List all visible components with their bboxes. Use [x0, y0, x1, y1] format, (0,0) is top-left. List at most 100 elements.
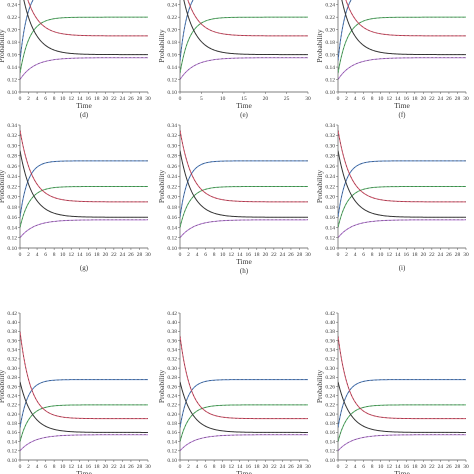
- series-line-green: [180, 16, 308, 74]
- y-tick-label: 0.24: [167, 3, 177, 9]
- x-tick-label: 0: [179, 96, 182, 102]
- y-tick-label: 0.40: [167, 320, 177, 326]
- x-tick-label: 14: [77, 252, 83, 258]
- series-line-green: [338, 186, 466, 228]
- x-tick-label: 0: [179, 252, 182, 258]
- x-tick-label: 8: [371, 96, 374, 102]
- series-line-green: [20, 186, 148, 228]
- x-tick-label: 10: [378, 252, 384, 258]
- series-line-red: [180, 335, 308, 420]
- y-tick-label: 0.40: [325, 320, 335, 326]
- x-tick-label: 6: [362, 252, 365, 258]
- x-tick-label: 4: [36, 252, 39, 258]
- x-tick-label: 10: [60, 96, 66, 102]
- x-tick-label: 30: [145, 464, 151, 470]
- series-line-purple: [20, 434, 148, 452]
- series-dashes-purple: [20, 57, 148, 80]
- series-dashes-green: [20, 186, 148, 228]
- y-tick-label: 0.14: [325, 65, 335, 71]
- series-dashes-black: [338, 150, 466, 218]
- x-tick-label: 30: [463, 252, 469, 258]
- x-axis-label: Time: [394, 101, 410, 110]
- y-tick-label: 0.14: [325, 225, 335, 231]
- y-tick-label: 0.28: [167, 375, 177, 381]
- y-tick-label: 0.42: [7, 311, 17, 317]
- chart-panel: 0.10 0.12 0.14 0.16 0.18 0.20 0.22 0.24 0.26 0.28…: [157, 123, 311, 275]
- y-tick-label: 0.34: [7, 348, 17, 354]
- x-tick-label: 16: [404, 464, 410, 470]
- plot-area: [180, 0, 308, 80]
- series-line-green: [180, 404, 308, 442]
- x-tick-label: 30: [305, 252, 311, 258]
- y-tick-label: 0.26: [167, 384, 177, 390]
- y-tick-label: 0.26: [167, 164, 177, 170]
- x-tick-label: 28: [455, 464, 461, 470]
- series-line-blue: [338, 379, 466, 428]
- y-tick-label: 0.22: [167, 184, 177, 190]
- y-tick-label: 0.24: [7, 3, 17, 9]
- x-tick-label: 8: [371, 252, 374, 258]
- x-tick-label: 15: [241, 96, 247, 102]
- series-dashes-black: [20, 381, 148, 433]
- x-tick-label: 4: [196, 464, 199, 470]
- x-tick-label: 24: [280, 252, 286, 258]
- series-dashes-green: [180, 404, 308, 442]
- y-tick-label: 0.22: [167, 15, 177, 21]
- y-tick-label: 0.32: [167, 133, 177, 139]
- panel-caption: (e): [240, 111, 248, 119]
- x-tick-label: 20: [421, 464, 427, 470]
- y-tick-label: 0.36: [7, 338, 17, 344]
- x-tick-label: 18: [254, 464, 260, 470]
- x-tick-label: 26: [446, 252, 452, 258]
- x-tick-label: 8: [213, 252, 216, 258]
- series-dashes-blue: [338, 379, 466, 428]
- series-dashes-red: [338, 335, 466, 419]
- y-axis-label: Probability: [315, 370, 324, 404]
- y-tick-label: 0.24: [325, 393, 335, 399]
- x-tick-label: 12: [68, 96, 74, 102]
- x-tick-label: 10: [220, 96, 226, 102]
- x-tick-label: 24: [120, 464, 126, 470]
- x-tick-label: 14: [77, 96, 83, 102]
- series-line-black: [23, 0, 148, 56]
- y-tick-label: 0.38: [7, 329, 17, 335]
- y-tick-label: 0.32: [325, 357, 335, 363]
- y-tick-label: 0.12: [7, 77, 17, 83]
- x-tick-label: 12: [386, 252, 392, 258]
- y-tick-label: 0.10: [167, 246, 177, 252]
- y-axis-label: Probability: [0, 370, 6, 404]
- y-tick-label: 0.18: [167, 421, 177, 427]
- series-line-purple: [338, 219, 466, 239]
- series-dashes-green: [180, 186, 308, 228]
- panel-caption: (i): [399, 264, 406, 272]
- y-tick-label: 0.16: [325, 215, 335, 221]
- y-tick-label: 0.14: [167, 439, 177, 445]
- x-tick-label: 0: [19, 464, 22, 470]
- x-tick-label: 28: [455, 252, 461, 258]
- x-tick-label: 16: [86, 464, 92, 470]
- x-tick-label: 28: [137, 464, 143, 470]
- series-line-purple: [180, 219, 308, 239]
- y-tick-label: 0.12: [167, 236, 177, 242]
- y-tick-label: 0.10: [325, 90, 335, 96]
- x-tick-label: 28: [297, 252, 303, 258]
- x-tick-label: 26: [288, 464, 294, 470]
- y-tick-label: 0.32: [7, 133, 17, 139]
- plot-area: [338, 0, 466, 80]
- series-dashes-black: [341, 0, 466, 55]
- x-tick-label: 24: [280, 464, 286, 470]
- plot-area: [180, 335, 308, 452]
- x-tick-label: 14: [237, 464, 243, 470]
- x-tick-label: 18: [412, 96, 418, 102]
- x-tick-label: 16: [86, 96, 92, 102]
- y-tick-label: 0.32: [325, 133, 335, 139]
- y-tick-label: 0.22: [7, 403, 17, 409]
- x-axis-label: Time: [76, 101, 92, 110]
- y-tick-label: 0.24: [167, 393, 177, 399]
- y-tick-label: 0.10: [167, 90, 177, 96]
- y-tick-label: 0.34: [167, 348, 177, 354]
- x-tick-label: 16: [404, 96, 410, 102]
- y-tick-label: 0.18: [325, 205, 335, 211]
- y-tick-label: 0.18: [325, 421, 335, 427]
- series-line-black: [183, 0, 308, 56]
